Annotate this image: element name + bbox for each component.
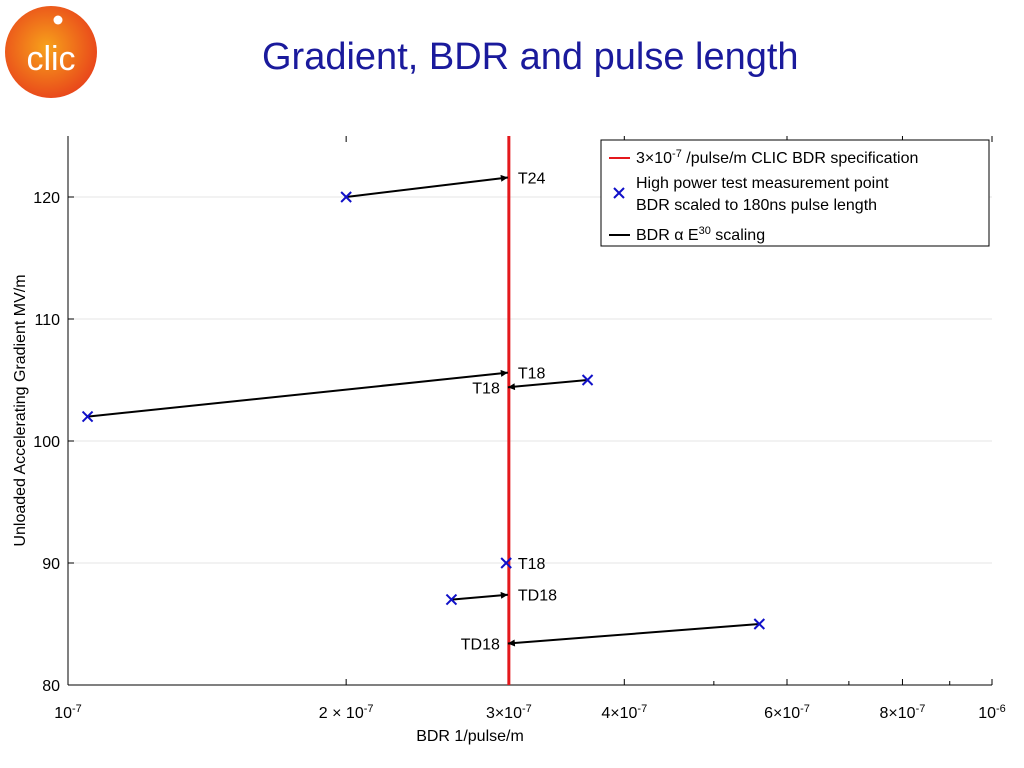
x-tick-label: 10-7 <box>54 703 82 722</box>
measurement-point <box>340 191 352 203</box>
marker-stroke <box>445 593 458 606</box>
annotation-label: T18 <box>472 380 500 397</box>
marker-stroke <box>340 191 352 203</box>
y-tick-label: 80 <box>42 678 60 695</box>
scaling-arrow <box>87 369 508 418</box>
marker-stroke <box>753 618 766 630</box>
annotation-label: TD18 <box>518 588 557 605</box>
legend-entry: 3×10-7 /pulse/m CLIC BDR specification <box>636 148 918 167</box>
x-tick-label: 6×10-7 <box>764 703 810 722</box>
y-tick-label: 120 <box>33 190 60 207</box>
y-tick-label: 100 <box>33 434 60 451</box>
annotation-label: T18 <box>518 366 546 383</box>
marker-stroke <box>581 374 594 386</box>
annotation-label: T24 <box>518 170 546 187</box>
legend-entry: BDR α E30 scaling <box>636 225 765 244</box>
measurement-point <box>753 618 766 630</box>
marker-stroke <box>500 557 512 569</box>
legend-marker-swatch <box>613 187 625 199</box>
annotation-label: T18 <box>518 556 546 573</box>
y-axis-label: Unloaded Accelerating Gradient MV/m <box>12 274 29 546</box>
legend-entry: High power test measurement point <box>636 175 889 192</box>
legend-entry: BDR scaled to 180ns pulse length <box>636 197 877 214</box>
y-tick-label: 90 <box>42 556 60 573</box>
annotation-label: TD18 <box>461 637 500 654</box>
measurement-point <box>500 557 512 569</box>
scaling-arrow <box>346 174 508 198</box>
x-axis-label: BDR 1/pulse/m <box>416 728 524 745</box>
x-tick-label: 4×10-7 <box>601 703 647 722</box>
legend-box <box>600 139 990 247</box>
measurement-point <box>445 593 458 606</box>
marker-stroke <box>81 410 94 423</box>
svg-text:clic: clic <box>26 40 75 78</box>
scaling-arrow <box>507 379 588 391</box>
scaling-arrow <box>507 623 760 647</box>
x-tick-label: 3×10-7 <box>486 703 532 722</box>
x-tick-label: 8×10-7 <box>880 703 926 722</box>
slide-title: Gradient, BDR and pulse length <box>262 36 799 78</box>
marker-stroke <box>613 187 625 199</box>
x-tick-label: 10-6 <box>978 703 1006 722</box>
measurement-point <box>581 374 594 386</box>
clic-logo: clic <box>5 6 97 98</box>
measurement-point <box>81 410 94 423</box>
scaling-arrow <box>451 591 508 601</box>
x-tick-label: 2 × 10-7 <box>319 703 374 722</box>
y-tick-label: 110 <box>34 312 60 329</box>
